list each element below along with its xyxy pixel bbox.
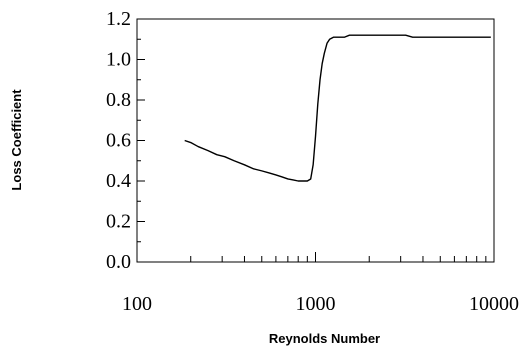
y-tick-label: 0.6 <box>106 130 131 152</box>
x-axis-title: Reynolds Number <box>269 331 380 346</box>
x-tick-label: 100 <box>122 293 152 315</box>
y-tick-label: 0.4 <box>106 170 131 192</box>
series-line-0 <box>184 34 491 182</box>
y-tick-label: 1.0 <box>106 49 131 71</box>
y-axis-title: Loss Coefficient <box>9 89 24 191</box>
x-tick-label: 1000 <box>296 293 336 315</box>
x-tick-label: 10000 <box>469 293 519 315</box>
y-tick-label: 1.2 <box>106 8 131 30</box>
y-tick-label: 0.0 <box>106 251 131 273</box>
y-tick-label: 0.2 <box>106 211 131 233</box>
y-tick-label: 0.8 <box>106 89 131 111</box>
